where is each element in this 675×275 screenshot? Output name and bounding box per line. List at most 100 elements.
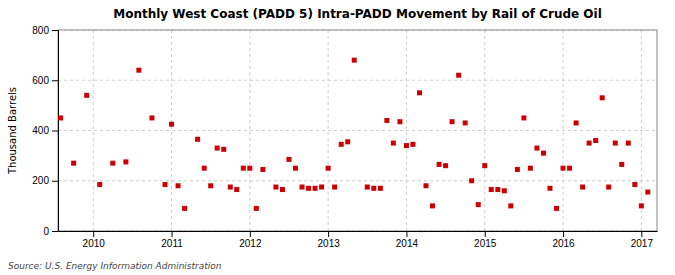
y-tick: 200	[32, 175, 58, 186]
x-tick-label: 2014	[396, 238, 419, 249]
point	[417, 90, 422, 95]
x-grid-line	[406, 30, 407, 231]
point	[397, 119, 402, 124]
point	[136, 68, 141, 73]
point	[580, 185, 585, 190]
point	[391, 141, 396, 146]
point	[606, 185, 611, 190]
x-grid-line	[171, 30, 172, 231]
point	[476, 202, 481, 207]
y-axis: 0200400600800	[32, 25, 58, 237]
x-tick-label: 2013	[318, 238, 341, 249]
point	[286, 157, 291, 162]
point	[313, 186, 318, 191]
point	[515, 167, 520, 172]
x-tick: 2013	[318, 231, 341, 249]
x-tick-label: 2016	[552, 238, 575, 249]
point	[450, 119, 455, 124]
grid	[58, 30, 657, 231]
x-grid-line	[484, 30, 485, 231]
x-axis: 2010 2011 2012 2013 2014 2015 2016 2017	[59, 231, 658, 249]
point	[482, 163, 487, 168]
point	[110, 161, 115, 166]
x-tick-mark	[93, 231, 94, 237]
point	[300, 185, 305, 190]
point	[587, 141, 592, 146]
point	[234, 187, 239, 192]
x-tick-label: 2017	[631, 238, 654, 249]
y-tick-label: 600	[32, 75, 49, 86]
point	[424, 183, 429, 188]
point	[437, 162, 442, 167]
point	[561, 166, 566, 171]
point	[339, 142, 344, 147]
x-tick-mark	[172, 231, 173, 237]
point	[528, 166, 533, 171]
point	[600, 95, 605, 100]
point	[384, 118, 389, 123]
x-tick: 2016	[552, 231, 575, 249]
y-grid-line	[58, 130, 657, 131]
y-tick-mark	[52, 131, 58, 132]
x-tick: 2011	[161, 231, 183, 249]
point	[352, 58, 357, 63]
point	[619, 162, 624, 167]
point	[613, 141, 618, 146]
y-grid-line	[58, 180, 657, 181]
points	[58, 58, 650, 211]
point	[293, 166, 298, 171]
point	[632, 182, 637, 187]
point	[273, 185, 278, 190]
point	[306, 186, 311, 191]
y-tick-label: 200	[32, 175, 49, 186]
y-tick-label: 400	[32, 125, 49, 136]
x-grid-line	[328, 30, 329, 231]
x-tick-mark	[563, 231, 564, 237]
point	[208, 183, 213, 188]
point	[71, 161, 76, 166]
point	[404, 143, 409, 148]
point	[554, 206, 559, 211]
point	[195, 137, 200, 142]
y-axis-title: Thousand Barrels	[7, 87, 18, 175]
chart: 2010 2011 2012 2013 2014 2015 2016 2017 0 200 400 6…	[0, 0, 675, 275]
point	[489, 187, 494, 192]
point	[97, 182, 102, 187]
x-tick: 2017	[631, 231, 654, 249]
plot-frame	[58, 30, 657, 231]
x-tick-mark	[641, 231, 642, 237]
point	[365, 185, 370, 190]
x-tick-label: 2012	[239, 238, 262, 249]
point	[463, 120, 468, 125]
x-tick-mark	[406, 231, 407, 237]
point	[345, 139, 350, 144]
y-tick: 0	[43, 226, 58, 237]
point	[182, 206, 187, 211]
point	[469, 178, 474, 183]
y-tick-mark	[52, 181, 58, 182]
x-tick: 2012	[239, 231, 262, 249]
point	[567, 166, 572, 171]
point	[639, 203, 644, 208]
point	[541, 151, 546, 156]
title: Monthly West Coast (PADD 5) Intra-PADD M…	[113, 7, 602, 21]
point	[332, 185, 337, 190]
x-grid-line	[641, 30, 642, 231]
y-tick: 400	[32, 125, 58, 136]
x-tick-label: 2010	[83, 238, 106, 249]
point	[228, 185, 233, 190]
point	[247, 166, 252, 171]
point	[456, 73, 461, 78]
x-tick-label: 2015	[474, 238, 497, 249]
x-tick: 2010	[83, 231, 106, 249]
point	[202, 166, 207, 171]
y-tick-mark	[52, 30, 58, 31]
point	[430, 203, 435, 208]
point	[534, 146, 539, 151]
point	[58, 115, 63, 120]
point	[84, 93, 89, 98]
y-axis-line	[58, 31, 59, 232]
point	[280, 187, 285, 192]
point	[241, 166, 246, 171]
point	[169, 122, 174, 127]
